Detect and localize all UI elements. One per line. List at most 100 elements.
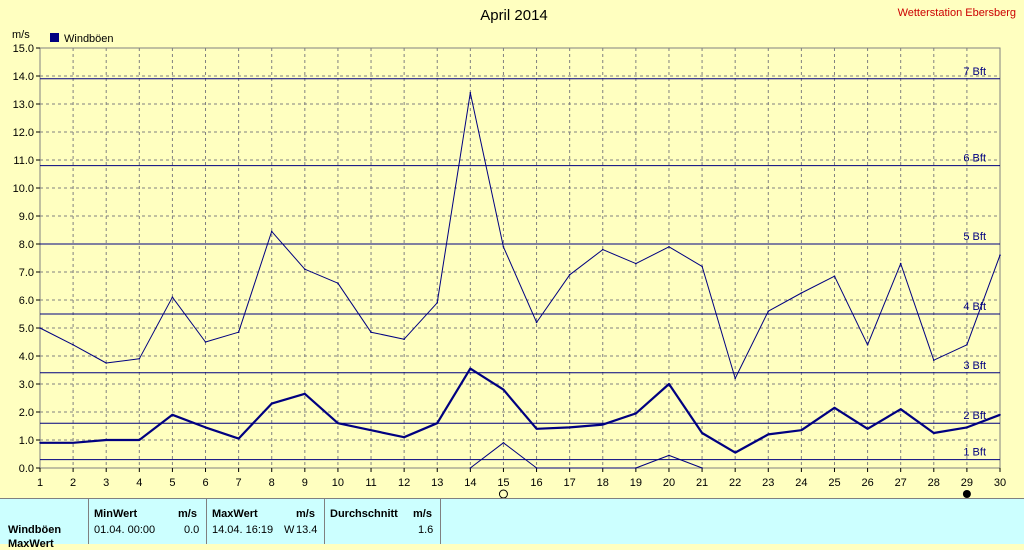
full-moon-icon: [962, 490, 971, 498]
beaufort-label: 3 Bft: [963, 360, 986, 372]
y-tick-label: 1.0: [19, 435, 34, 447]
series-line-max: [39, 92, 1001, 379]
y-tick-label: 8.0: [19, 239, 34, 251]
y-tick-label: 11.0: [13, 155, 34, 167]
data-point-min: [635, 467, 637, 469]
min-value: 0.0: [184, 524, 200, 536]
stats-divider: [88, 499, 89, 544]
data-point-max: [966, 344, 968, 346]
data-point-average: [370, 429, 372, 432]
max-header: MaxWert: [212, 508, 258, 520]
data-point-max: [866, 344, 869, 346]
data-point-max: [800, 292, 803, 294]
x-tick-label: 18: [597, 477, 609, 489]
data-point-max: [999, 254, 1001, 256]
data-point-average: [999, 414, 1001, 416]
data-point-max: [270, 230, 273, 233]
data-point-average: [105, 439, 108, 441]
data-point-average: [237, 437, 240, 440]
x-tick-label: 12: [398, 477, 410, 489]
x-tick-label: 5: [169, 477, 175, 489]
data-point-max: [899, 262, 902, 265]
data-point-max: [237, 331, 240, 334]
stats-row-label: Windböen: [8, 524, 62, 536]
y-tick-label: 5.0: [19, 323, 34, 335]
data-point-max: [668, 246, 670, 248]
x-tick-label: 15: [497, 477, 509, 489]
data-point-max: [701, 265, 703, 268]
beaufort-label: 6 Bft: [963, 153, 986, 165]
y-tick-label: 7.0: [19, 267, 34, 279]
series-line-min: [469, 442, 703, 469]
data-point-max: [734, 377, 736, 380]
min-unit: m/s: [178, 508, 197, 520]
x-tick-label: 30: [994, 477, 1006, 489]
x-tick-label: 16: [530, 477, 542, 489]
data-point-average: [966, 426, 968, 429]
y-tick-label: 10.0: [13, 183, 34, 195]
new-moon-icon: [498, 489, 508, 498]
data-point-min: [668, 454, 670, 457]
y-tick-label: 4.0: [19, 351, 34, 363]
data-point-max: [767, 310, 770, 313]
data-point-average: [668, 383, 670, 385]
avg-unit: m/s: [413, 508, 432, 520]
x-tick-label: 27: [895, 477, 907, 489]
min-header: MinWert: [94, 508, 138, 520]
data-point-average: [866, 428, 869, 430]
stats-row-label-2: MaxWert: [8, 538, 54, 550]
y-tick-label: 12.0: [13, 127, 34, 139]
chart-title: April 2014: [480, 7, 548, 24]
data-point-max: [370, 331, 372, 334]
y-tick-label: 14.0: [13, 71, 34, 83]
x-tick-label: 17: [564, 477, 576, 489]
x-tick-label: 1: [37, 477, 43, 489]
data-point-average: [403, 436, 405, 439]
y-axis-unit: m/s: [12, 29, 30, 41]
data-point-average: [502, 388, 505, 391]
stats-divider: [440, 499, 441, 544]
data-point-max: [601, 248, 604, 251]
data-point-max: [403, 338, 405, 341]
x-tick-label: 23: [762, 477, 774, 489]
data-point-average: [800, 429, 803, 432]
data-point-max: [105, 362, 108, 364]
data-point-max: [502, 246, 505, 248]
wind-chart: April 2014 Wetterstation Ebersberg m/s W…: [12, 7, 1016, 498]
data-point-max: [535, 321, 538, 324]
x-tick-label: 10: [332, 477, 344, 489]
y-tick-label: 0.0: [19, 463, 34, 475]
data-point-average: [601, 423, 604, 426]
data-point-average: [171, 414, 174, 416]
stats-divider: [206, 499, 207, 544]
data-point-average: [304, 393, 306, 395]
x-tick-label: 8: [269, 477, 275, 489]
data-point-average: [932, 432, 935, 434]
data-point-max: [204, 341, 207, 343]
data-point-max: [337, 282, 339, 285]
x-tick-label: 13: [431, 477, 443, 489]
data-point-average: [734, 451, 736, 454]
data-point-average: [469, 367, 472, 370]
plot-frame: [39, 47, 1001, 469]
y-tick-label: 9.0: [19, 211, 34, 223]
y-tick-label: 13.0: [13, 99, 34, 111]
data-point-average: [337, 422, 339, 425]
data-point-max: [932, 359, 935, 362]
x-tick-label: 4: [136, 477, 142, 489]
x-tick-label: 9: [302, 477, 308, 489]
data-point-average: [72, 442, 74, 444]
data-point-max: [833, 275, 836, 278]
data-point-max: [436, 302, 439, 304]
x-tick-label: 11: [365, 477, 376, 489]
x-tick-label: 28: [928, 477, 940, 489]
max-direction: W: [284, 524, 295, 536]
x-tick-label: 20: [663, 477, 675, 489]
x-tick-label: 24: [795, 477, 807, 489]
data-point-average: [535, 428, 538, 430]
min-time: 01.04. 00:00: [94, 524, 156, 536]
data-point-average: [635, 412, 637, 415]
x-tick-label: 2: [70, 477, 76, 489]
max-unit: m/s: [296, 508, 315, 520]
data-point-average: [436, 422, 439, 425]
